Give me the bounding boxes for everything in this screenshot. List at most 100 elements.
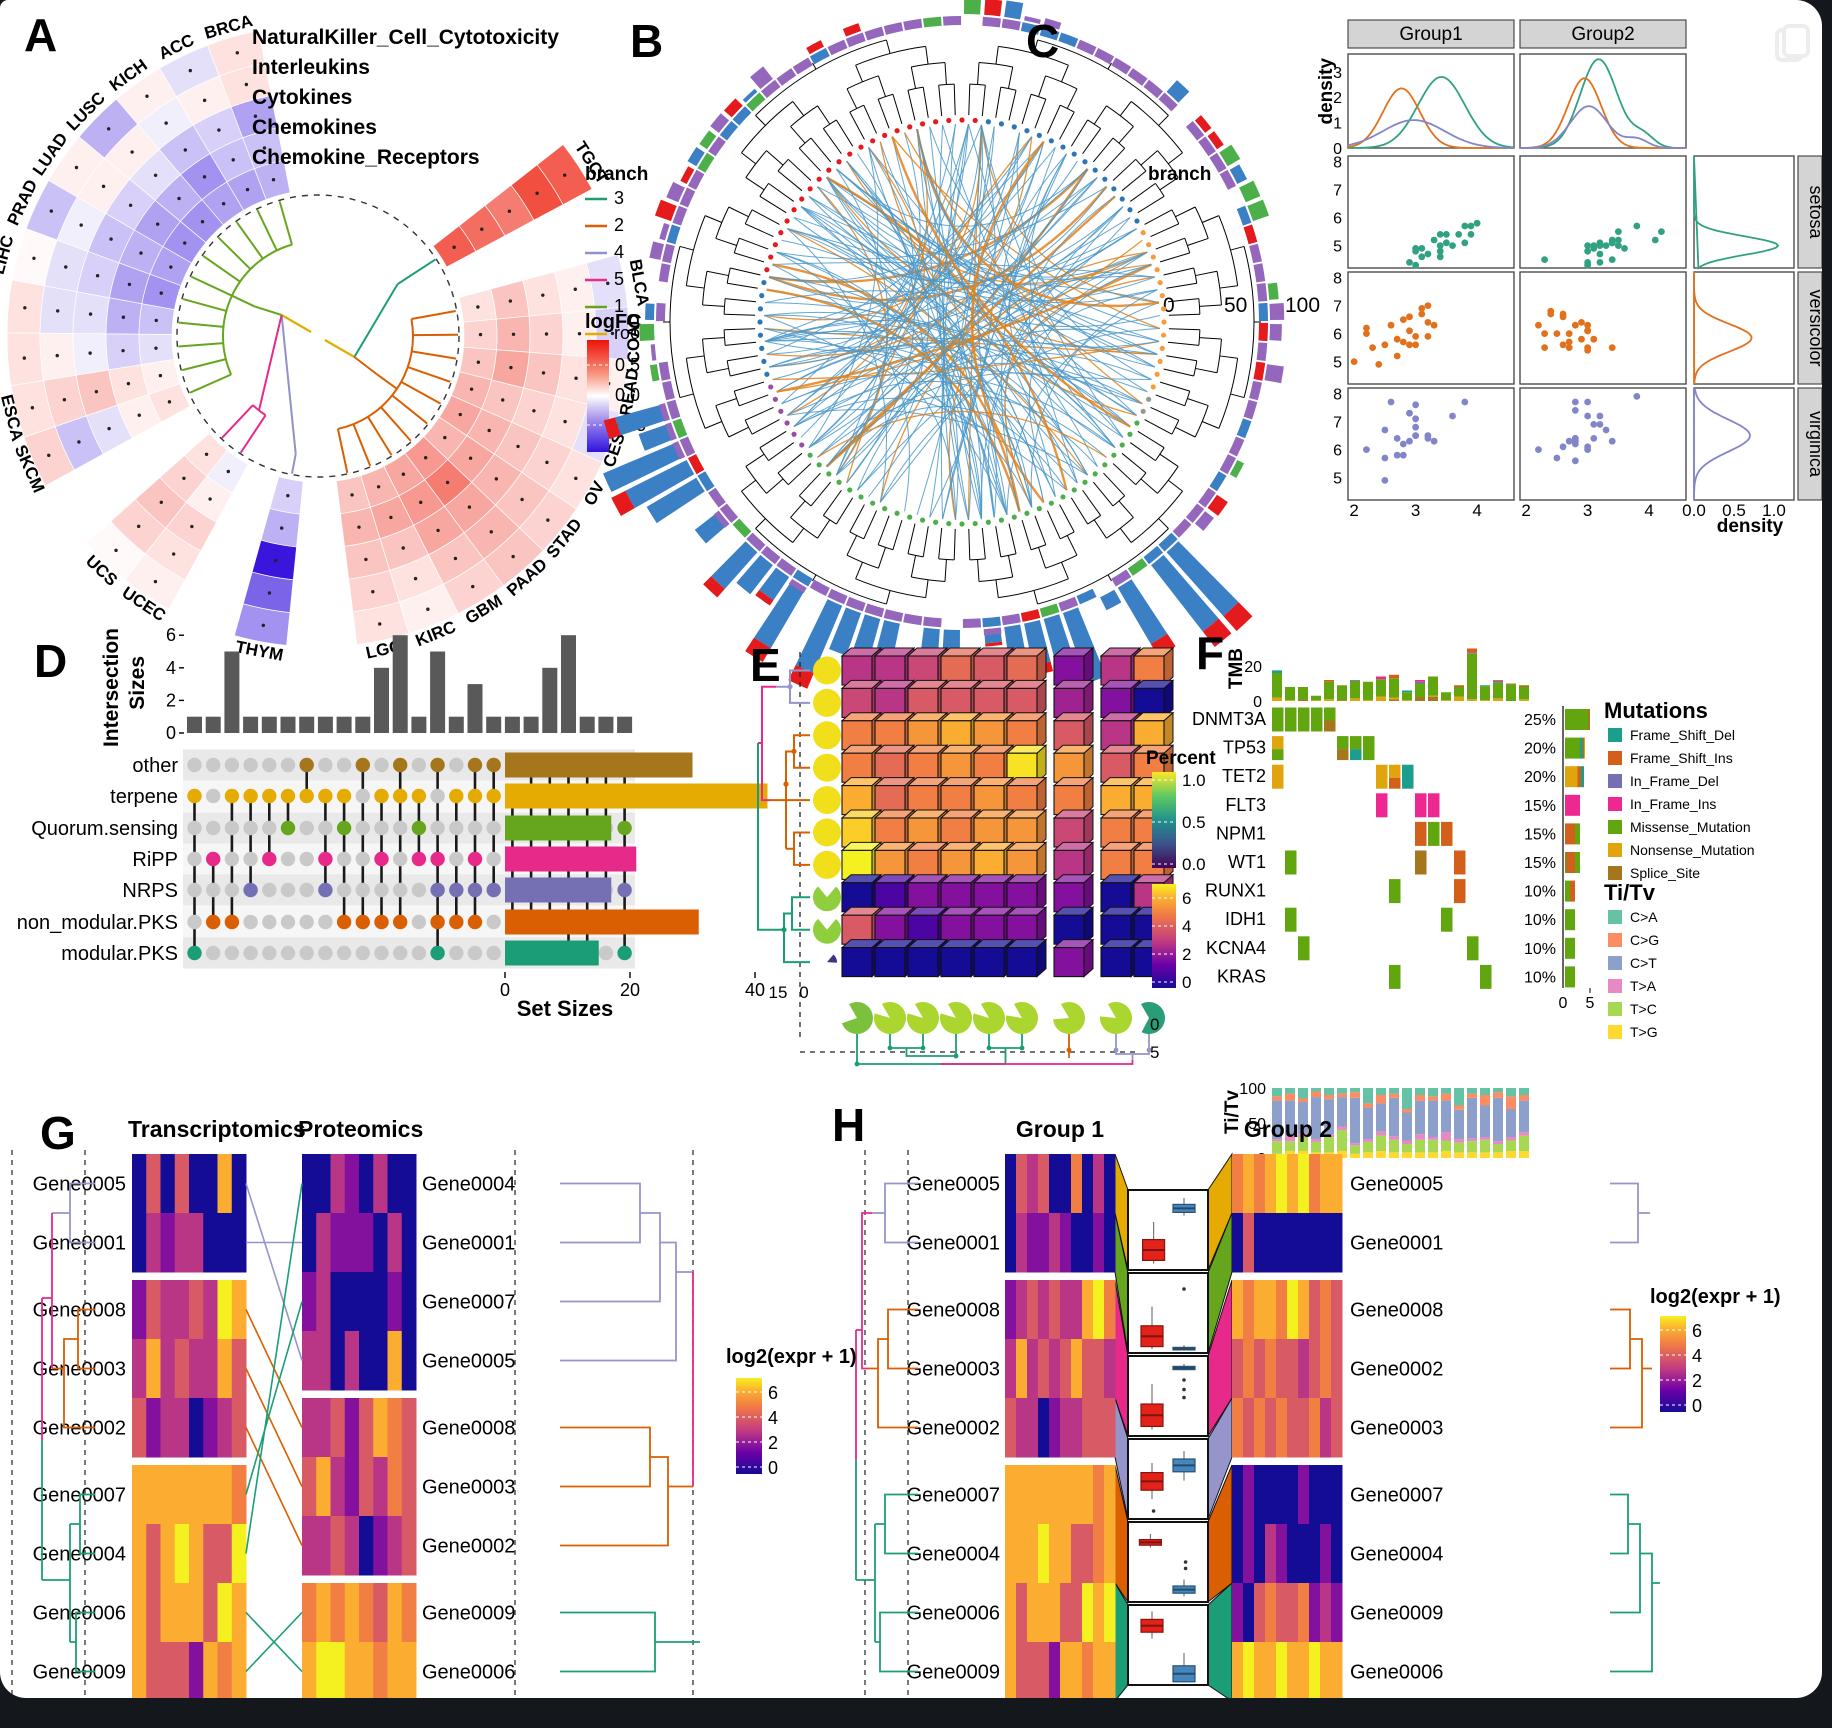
h-left-cell [1049, 1339, 1061, 1399]
f-tmb-bar-seg [1363, 681, 1373, 700]
d-intersection-bar [261, 716, 277, 733]
f-titv-bar-seg [1350, 1153, 1360, 1158]
h-right-cell [1254, 1339, 1266, 1399]
c-y-tick: 6 [1333, 327, 1342, 344]
f-titv-bar-seg [1363, 1103, 1373, 1108]
h-legend-tick: 4 [1692, 1346, 1702, 1366]
d-set-tick: 20 [620, 980, 640, 1000]
d-matrix-dot [336, 945, 352, 961]
d-matrix-dot [393, 757, 408, 773]
d-matrix-dot [486, 757, 501, 773]
d-matrix-dot [318, 820, 333, 836]
h-left-cell [1093, 1583, 1105, 1643]
h-left-cell [1005, 1280, 1017, 1340]
d-matrix-dot [430, 757, 445, 773]
d-matrix-dot [355, 851, 370, 867]
h-left-cell [1104, 1465, 1116, 1525]
f-right-bar-seg [1565, 880, 1570, 902]
f-titv-bar-seg [1415, 1095, 1425, 1101]
f-tmb-bar-seg [1350, 698, 1360, 701]
g-left-cell [146, 1280, 161, 1340]
f-titv-bar-seg [1506, 1137, 1516, 1141]
g-left-cell [174, 1213, 190, 1273]
h-right-cell [1298, 1398, 1310, 1458]
c-point [1541, 256, 1548, 263]
d-matrix-dot [467, 914, 483, 930]
c-point [1350, 358, 1358, 365]
g-left-cell [189, 1213, 204, 1273]
g-right-cell [387, 1583, 403, 1643]
panel-b-leaf-dots [757, 117, 1167, 527]
f-gene-pct: 20% [1524, 769, 1556, 786]
g-right-cell [344, 1583, 360, 1643]
h-right-cell [1276, 1642, 1288, 1698]
c-point [1430, 321, 1438, 329]
f-right-bar-seg [1577, 766, 1581, 788]
f-cell [1272, 764, 1284, 789]
h-left-cell [1016, 1154, 1028, 1214]
d-matrix-dot [206, 757, 221, 773]
g-right-cell [359, 1272, 374, 1332]
d-matrix-dot [467, 788, 483, 804]
panel-g: Gene0005 Gene0001 Gene0008 Gene0003 Gene0002… [11, 1150, 778, 1698]
c-point [1375, 361, 1383, 368]
h-right-cell [1232, 1583, 1244, 1643]
d-matrix-dot [318, 851, 333, 867]
c-density-curve [1519, 77, 1686, 149]
d-set-tick: 0 [500, 980, 510, 1000]
f-titv-legend-label: T>G [1630, 1024, 1658, 1040]
a-logfc-tick: 0.0 [615, 385, 640, 405]
g-left-cell [189, 1583, 204, 1643]
f-right-bar-seg [1565, 909, 1575, 931]
g-left-gene-label: Gene0003 [33, 1359, 126, 1381]
f-mut-legend-swatch [1608, 728, 1622, 742]
f-titv-bar-seg [1311, 1091, 1321, 1098]
h-legend-tick: 6 [1692, 1321, 1702, 1341]
d-matrix-dot [318, 757, 333, 773]
f-titv-bar-seg [1350, 1097, 1360, 1144]
g-right-cell [330, 1331, 346, 1391]
g-right-cell [302, 1457, 317, 1517]
h-right-cell [1276, 1583, 1288, 1643]
panel-d-xlabel: Set Sizes [516, 996, 614, 1021]
f-tmb-bar-seg [1480, 700, 1490, 701]
h-left-gene-label: Gene0004 [907, 1544, 1000, 1566]
g-right-cell [344, 1272, 360, 1332]
f-gene-label: NPM1 [1216, 823, 1266, 843]
f-titv-bar-seg [1298, 1133, 1308, 1137]
h-right-cell [1298, 1524, 1310, 1584]
g-right-cell [401, 1457, 417, 1517]
h-left-cell [1005, 1398, 1017, 1458]
f-tmb-bar-seg [1337, 685, 1347, 701]
c-point [1424, 435, 1432, 442]
h-right-cell [1298, 1339, 1310, 1399]
h-left-cell [1027, 1524, 1039, 1584]
d-int-tick: 2 [166, 690, 176, 710]
c-point [1578, 319, 1585, 326]
c-point [1406, 259, 1413, 266]
g-right-cell [359, 1154, 374, 1214]
f-titv-bar-seg [1389, 1093, 1399, 1098]
g-left-cell [132, 1465, 147, 1525]
f-cell [1324, 720, 1336, 732]
f-titv-legend-swatch [1608, 979, 1622, 993]
h-left-cell [1082, 1280, 1094, 1340]
g-right-cell [330, 1642, 346, 1698]
h-left-cell [1093, 1154, 1105, 1214]
d-matrix-dot [243, 820, 258, 836]
f-titv-bar-seg [1480, 1137, 1490, 1140]
d-matrix-dot [467, 851, 483, 867]
h-right-gene-label: Gene0006 [1350, 1662, 1443, 1684]
f-titv-bar-seg [1454, 1088, 1464, 1106]
f-gene-pct: 10% [1524, 941, 1556, 958]
h-right-cell [1243, 1642, 1255, 1698]
g-right-gene-label: Gene0004 [422, 1174, 515, 1196]
f-cell [1428, 821, 1440, 846]
g-left-cell [203, 1642, 218, 1698]
g-left-cell [132, 1642, 147, 1698]
c-point [1565, 330, 1573, 337]
copy-icon[interactable] [1775, 24, 1810, 62]
c-y-tick: 5 [1333, 355, 1342, 372]
h-left-cell [1027, 1398, 1039, 1458]
a-cancer-label: THCA [0, 341, 4, 390]
